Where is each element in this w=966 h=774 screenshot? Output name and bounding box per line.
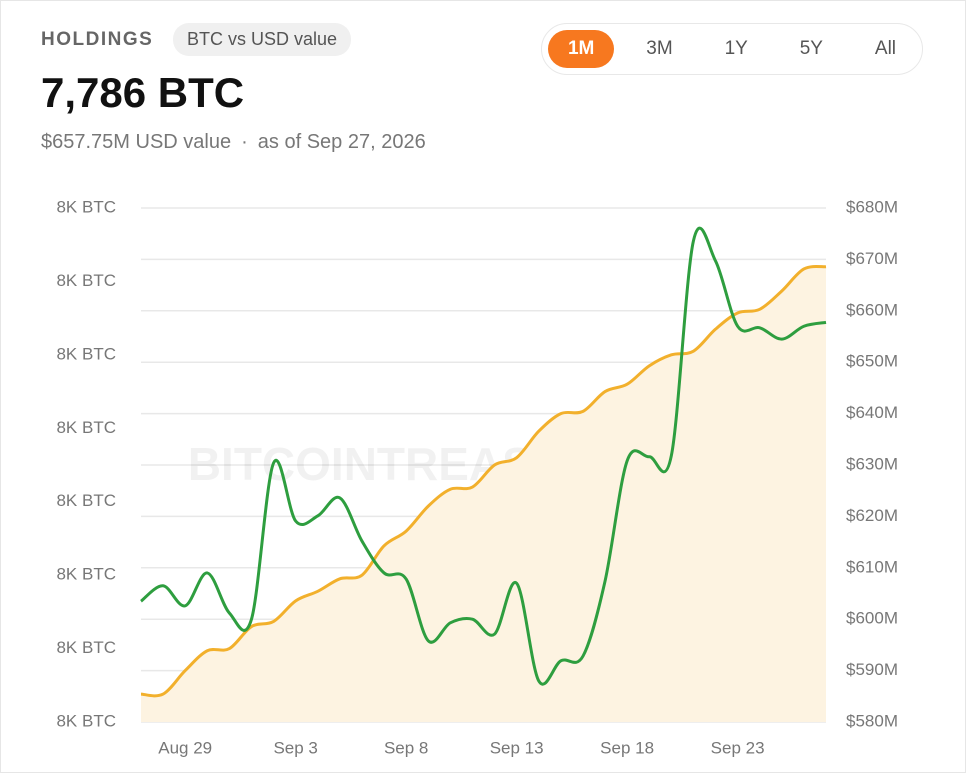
mode-badge[interactable]: BTC vs USD value	[173, 23, 352, 56]
x-tick-label: Sep 8	[384, 738, 428, 757]
y2-tick-label: $650M	[846, 352, 898, 371]
range-tab[interactable]: 1Y	[724, 38, 748, 59]
range-tab[interactable]: All	[874, 38, 897, 59]
y-tick-label: 8K BTC	[56, 271, 116, 290]
y2-tick-label: $680M	[846, 197, 898, 216]
y-tick-label: 8K BTC	[56, 565, 116, 584]
y2-tick-label: $660M	[846, 300, 898, 319]
area	[141, 266, 826, 722]
range-tab[interactable]: 3M	[646, 38, 673, 59]
x-tick-label: Sep 18	[600, 738, 654, 757]
usd-value: $657.75M USD value	[41, 131, 232, 153]
holdings-amount: 7,786 BTC	[41, 69, 245, 116]
y2-tick-label: $610M	[846, 557, 898, 576]
y2-tick-label: $670M	[846, 249, 898, 268]
series-line	[140, 226, 827, 686]
y2-tick-label: $600M	[846, 609, 898, 628]
y-tick-label: 8K BTC	[56, 711, 116, 730]
range-tabs: 1M 3M 1Y 5Y All	[541, 23, 923, 75]
y2-tick-label: $630M	[846, 454, 898, 473]
y-tick-label: 8K BTC	[56, 344, 116, 363]
y2-tick-label: $620M	[846, 506, 898, 525]
x-tick-label: Sep 3	[273, 738, 317, 757]
y2-tick-label: $580M	[846, 711, 898, 730]
as-of: as of Sep 27, 2026	[257, 131, 426, 153]
section-label: HOLDINGS	[41, 29, 154, 50]
subtitle: $657.75M USD value · as of Sep 27, 2026	[41, 131, 436, 154]
x-tick-label: Aug 29	[158, 738, 212, 757]
series-line	[140, 264, 827, 698]
y-tick-label: 8K BTC	[56, 418, 116, 437]
x-tick-label: Sep 13	[490, 738, 544, 757]
y-tick-label: 8K BTC	[56, 638, 116, 657]
y2-tick-label: $590M	[846, 660, 898, 679]
separator: ·	[241, 131, 248, 153]
range-tab[interactable]: 5Y	[799, 38, 823, 59]
range-tab[interactable]: 1M	[547, 30, 615, 68]
y-tick-label: 8K BTC	[56, 197, 116, 216]
y-tick-label: 8K BTC	[56, 491, 116, 510]
x-tick-label: Sep 23	[711, 738, 765, 757]
y2-tick-label: $640M	[846, 403, 898, 422]
